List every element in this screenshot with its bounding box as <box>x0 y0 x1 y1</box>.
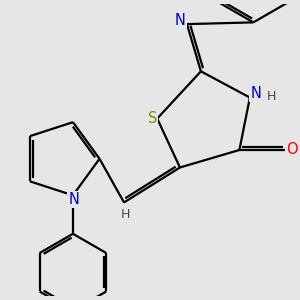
Text: H: H <box>267 90 276 103</box>
Text: S: S <box>148 111 157 126</box>
Text: H: H <box>120 208 130 220</box>
Text: N: N <box>68 192 79 207</box>
Text: N: N <box>250 86 261 101</box>
Text: N: N <box>175 13 186 28</box>
Text: O: O <box>286 142 297 157</box>
